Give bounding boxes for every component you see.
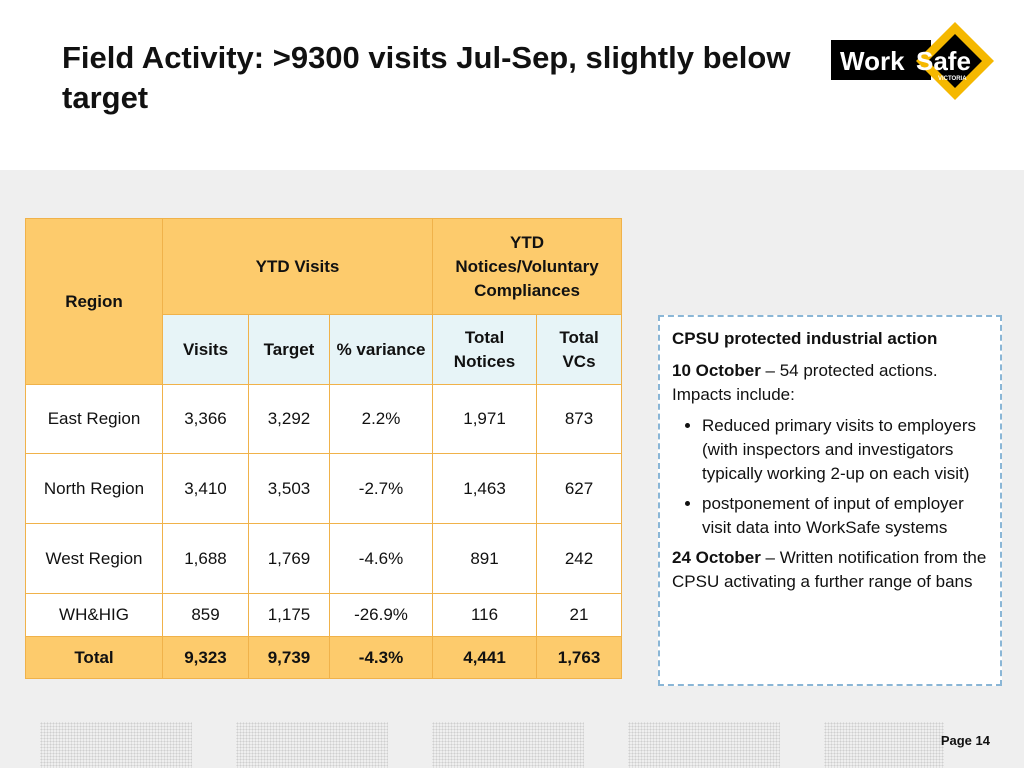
dot-pattern bbox=[432, 722, 584, 768]
cell-vcs: 873 bbox=[536, 384, 623, 454]
table-row: East Region 3,366 3,292 2.2% 1,971 873 bbox=[25, 384, 623, 454]
header-total-notices: Total Notices bbox=[432, 314, 538, 385]
cell-visits: 1,688 bbox=[162, 523, 249, 594]
table-total-row: Total 9,323 9,739 -4.3% 4,441 1,763 bbox=[25, 636, 623, 679]
header-region: Region bbox=[25, 218, 163, 385]
callout-item-2: 24 October – Written notification from t… bbox=[672, 546, 988, 594]
cell-vcs: 627 bbox=[536, 453, 623, 524]
logo-text-victoria: VICTORIA bbox=[938, 76, 967, 82]
header-total-vcs: Total VCs bbox=[536, 314, 623, 385]
cell-target: 1,769 bbox=[248, 523, 330, 594]
header-ytd-notices: YTD Notices/Voluntary Compliances bbox=[432, 218, 623, 315]
cell-region: North Region bbox=[25, 453, 163, 524]
dot-pattern bbox=[628, 722, 780, 768]
logo-text-work: Work bbox=[840, 46, 905, 76]
header-visits: Visits bbox=[162, 314, 249, 385]
slide-header: Field Activity: >9300 visits Jul-Sep, sl… bbox=[0, 0, 1024, 170]
cell-vcs: 21 bbox=[536, 593, 623, 637]
cell-variance: 2.2% bbox=[328, 384, 434, 454]
industrial-action-callout: CPSU protected industrial action 10 Octo… bbox=[658, 315, 1002, 686]
cell-target: 9,739 bbox=[248, 636, 330, 679]
cell-visits: 859 bbox=[162, 593, 249, 637]
cell-target: 3,292 bbox=[248, 384, 330, 454]
callout-heading: CPSU protected industrial action bbox=[672, 329, 938, 348]
cell-vcs: 242 bbox=[536, 523, 623, 594]
cell-visits: 3,410 bbox=[162, 453, 249, 524]
callout-item-1: 10 October – 54 protected actions. Impac… bbox=[672, 359, 988, 407]
cell-notices: 891 bbox=[432, 523, 538, 594]
callout-bullet: postponement of input of employer visit … bbox=[702, 492, 988, 540]
cell-variance: -2.7% bbox=[328, 453, 434, 524]
dot-pattern bbox=[40, 722, 192, 768]
table-row: West Region 1,688 1,769 -4.6% 891 242 bbox=[25, 523, 623, 594]
cell-notices: 1,971 bbox=[432, 384, 538, 454]
cell-variance: -4.3% bbox=[328, 636, 434, 679]
header-target: Target bbox=[248, 314, 330, 385]
table-row: WH&HIG 859 1,175 -26.9% 116 21 bbox=[25, 593, 623, 637]
cell-notices: 4,441 bbox=[432, 636, 538, 679]
header-ytd-visits: YTD Visits bbox=[161, 218, 434, 315]
callout-item-1-date: 10 October bbox=[672, 361, 761, 380]
table-row: North Region 3,410 3,503 -2.7% 1,463 627 bbox=[25, 453, 623, 524]
worksafe-logo: Work Safe VICTORIA bbox=[831, 22, 994, 100]
callout-item-2-date: 24 October bbox=[672, 548, 761, 567]
dot-pattern bbox=[824, 722, 944, 768]
cell-target: 3,503 bbox=[248, 453, 330, 524]
cell-region: West Region bbox=[25, 523, 163, 594]
cell-variance: -4.6% bbox=[328, 523, 434, 594]
dot-pattern bbox=[236, 722, 388, 768]
field-activity-table: Region YTD Visits YTD Notices/Voluntary … bbox=[25, 218, 623, 679]
cell-region: Total bbox=[25, 636, 163, 679]
callout-bullet-list: Reduced primary visits to employers (wit… bbox=[672, 414, 988, 540]
cell-region: WH&HIG bbox=[25, 593, 163, 637]
slide-title: Field Activity: >9300 visits Jul-Sep, sl… bbox=[62, 40, 791, 115]
page-number: Page 14 bbox=[940, 733, 990, 748]
callout-bullet: Reduced primary visits to employers (wit… bbox=[702, 414, 988, 486]
cell-visits: 9,323 bbox=[162, 636, 249, 679]
cell-vcs: 1,763 bbox=[536, 636, 623, 679]
cell-region: East Region bbox=[25, 384, 163, 454]
header-variance: % variance bbox=[328, 314, 434, 385]
cell-visits: 3,366 bbox=[162, 384, 249, 454]
callout-item-1-text: – 54 protected actions. Impacts include: bbox=[672, 361, 938, 404]
logo-text-safe: Safe bbox=[916, 46, 971, 76]
cell-variance: -26.9% bbox=[328, 593, 434, 637]
cell-target: 1,175 bbox=[248, 593, 330, 637]
cell-notices: 116 bbox=[432, 593, 538, 637]
cell-notices: 1,463 bbox=[432, 453, 538, 524]
callout-item-2-text: – Written notification from the CPSU act… bbox=[672, 548, 987, 591]
